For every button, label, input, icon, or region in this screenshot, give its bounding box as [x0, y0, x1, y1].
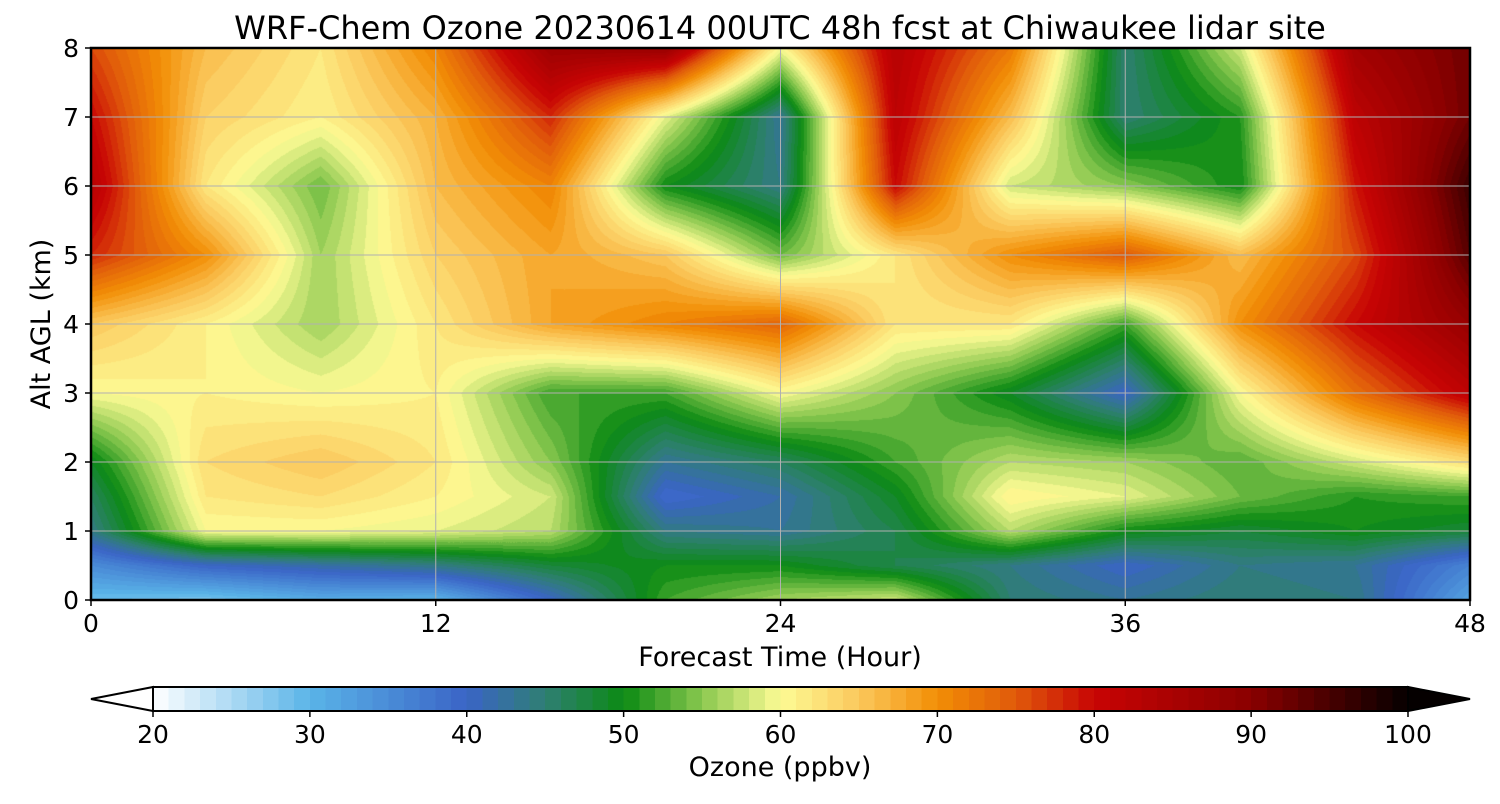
y-tick-label: 7: [63, 103, 79, 132]
colorbar-label: Ozone (ppbv): [689, 752, 872, 783]
x-tick-label: 36: [1109, 609, 1141, 638]
y-tick-label: 0: [63, 586, 79, 615]
y-tick-label: 3: [63, 379, 79, 408]
colorbar-tick-label: 20: [137, 720, 169, 749]
colorbar-tick-label: 100: [1384, 720, 1432, 749]
grid-lines: [91, 48, 1470, 600]
y-tick-label: 5: [63, 241, 79, 270]
x-tick-label: 24: [765, 609, 797, 638]
y-axis-label: Alt AGL (km): [26, 239, 57, 410]
colorbar-extend-high: [1407, 685, 1471, 713]
y-tick-label: 6: [63, 172, 79, 201]
x-tick-label: 48: [1454, 609, 1486, 638]
colorbar-tick-label: 80: [1078, 720, 1110, 749]
y-tick-label: 2: [63, 448, 79, 477]
x-tick-label: 12: [420, 609, 452, 638]
colorbar-tick-label: 30: [294, 720, 326, 749]
x-axis-ticks: 0 12 24 36 48: [83, 600, 1486, 638]
y-axis-ticks: 0 1 2 3 4 5 6 7 8: [63, 34, 91, 615]
y-tick-label: 4: [63, 310, 79, 339]
y-tick-label: 1: [63, 517, 79, 546]
colorbar-gradient: [152, 686, 1409, 712]
chart-title: WRF-Chem Ozone 20230614 00UTC 48h fcst a…: [234, 9, 1326, 47]
colorbar-extend-low: [90, 685, 154, 713]
y-tick-label: 8: [63, 34, 79, 63]
colorbar-ticks: 20 30 40 50 60 70 80 90 100: [137, 711, 1432, 749]
colorbar: 20 30 40 50 60 70 80 90 100: [90, 685, 1471, 749]
colorbar-tick-label: 70: [921, 720, 953, 749]
colorbar-tick-label: 60: [765, 720, 797, 749]
x-tick-label: 0: [83, 609, 99, 638]
colorbar-tick-label: 90: [1235, 720, 1267, 749]
colorbar-tick-label: 50: [608, 720, 640, 749]
x-axis-label: Forecast Time (Hour): [638, 642, 922, 673]
colorbar-tick-label: 40: [451, 720, 483, 749]
